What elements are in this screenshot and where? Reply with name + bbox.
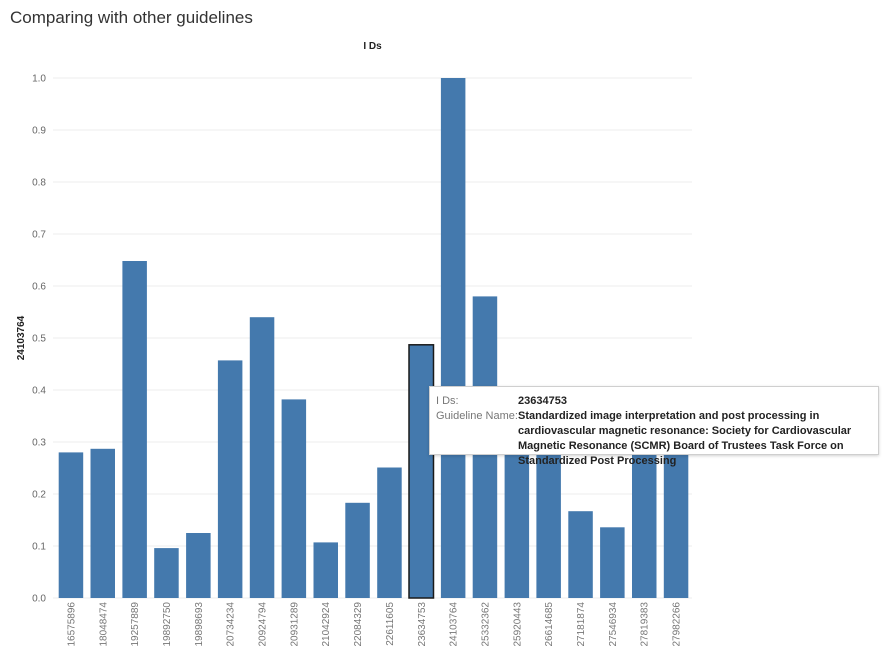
bar-23634753[interactable] <box>408 344 435 599</box>
tooltip-id-value: 23634753 <box>518 395 567 407</box>
x-tick-label: 21042924 <box>321 602 332 647</box>
y-tick-label: 0.0 <box>32 594 46 605</box>
bar-27819383[interactable] <box>632 442 657 598</box>
y-axis-ticks: 0.0 0.1 0.2 0.3 0.4 0.5 0.6 0.7 0.8 0.9 1.0 <box>32 74 46 605</box>
y-tick-label: 0.6 <box>32 282 46 293</box>
y-axis-title: 24103764 <box>16 315 27 360</box>
page-title: Comparing with other guidelines <box>10 8 253 27</box>
x-tick-label: 26614685 <box>544 602 555 647</box>
x-tick-label: 27546934 <box>608 602 619 647</box>
x-tick-label: 19892750 <box>162 602 173 647</box>
bar-24103764[interactable] <box>440 78 466 598</box>
bar-27181874[interactable] <box>568 511 593 598</box>
y-tick-label: 0.1 <box>32 542 46 553</box>
bar-19898693[interactable] <box>186 533 211 598</box>
bar-20931289[interactable] <box>281 399 307 598</box>
x-tick-label: 27982266 <box>672 602 683 647</box>
y-tick-label: 0.5 <box>32 334 46 345</box>
tooltip: I Ds: 23634753 Guideline Name: Standardi… <box>429 386 879 467</box>
x-tick-label: 27181874 <box>576 602 587 647</box>
y-tick-label: 0.8 <box>32 178 46 189</box>
bar-20924794[interactable] <box>249 317 275 598</box>
bar-20734234[interactable] <box>217 360 243 598</box>
bars <box>58 78 689 599</box>
y-tick-label: 0.2 <box>32 490 46 501</box>
y-tick-label: 0.9 <box>32 126 46 137</box>
gridlines <box>53 77 692 599</box>
x-tick-label: 27819383 <box>640 602 651 647</box>
x-tick-label: 22611605 <box>385 602 396 646</box>
x-tick-label: 25920443 <box>512 602 523 647</box>
bar-16575896[interactable] <box>58 452 84 598</box>
tooltip-row-id: I Ds: 23634753 <box>436 394 870 409</box>
chart-header-title: I Ds <box>363 41 382 52</box>
bar-19892750[interactable] <box>154 548 179 598</box>
x-tick-label: 18048474 <box>98 602 109 647</box>
tooltip-guideline-value: Standardized image interpretation and po… <box>518 410 852 467</box>
bar-27546934[interactable] <box>600 527 625 598</box>
x-tick-label: 20924794 <box>258 602 269 647</box>
x-tick-label: 22084329 <box>353 602 364 647</box>
x-tick-label: 16575896 <box>66 602 77 647</box>
tooltip-id-key: I Ds: <box>436 395 459 407</box>
tooltip-guideline-key: Guideline Name: <box>436 410 518 422</box>
bar-21042924[interactable] <box>313 542 339 598</box>
bar-26614685[interactable] <box>536 442 561 598</box>
bar-22611605[interactable] <box>377 467 402 599</box>
x-axis-ticks: 16575896 18048474 19257889 19892750 19898693… <box>66 602 682 647</box>
bar-25920443[interactable] <box>504 431 530 598</box>
y-tick-label: 0.3 <box>32 438 46 449</box>
y-tick-label: 0.4 <box>32 386 46 397</box>
x-tick-label: 19257889 <box>130 602 141 647</box>
bar-27982266[interactable] <box>663 442 689 598</box>
x-tick-label: 19898693 <box>194 602 205 647</box>
x-tick-label: 23634753 <box>417 602 428 647</box>
bar-22084329[interactable] <box>345 502 370 598</box>
x-tick-label: 25332362 <box>480 602 491 647</box>
y-tick-label: 1.0 <box>32 74 46 85</box>
y-tick-label: 0.7 <box>32 230 46 241</box>
x-tick-label: 20734234 <box>226 602 237 647</box>
x-tick-label: 20931289 <box>289 602 300 647</box>
x-tick-label: 24103764 <box>449 602 460 647</box>
bar-19257889[interactable] <box>122 261 147 598</box>
tooltip-row-guideline: Guideline Name: Standardized image inter… <box>436 409 870 469</box>
bar-18048474[interactable] <box>90 448 116 598</box>
